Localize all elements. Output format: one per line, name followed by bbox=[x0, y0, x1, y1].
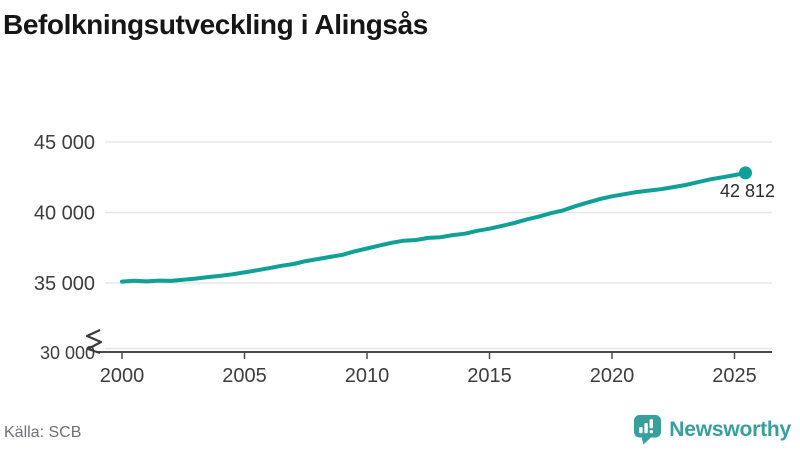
newsworthy-wordmark: Newsworthy bbox=[669, 417, 791, 441]
y-tick-label: 35 000 bbox=[34, 273, 95, 295]
y-tick-label: 30 000 bbox=[40, 343, 95, 363]
x-tick-label: 2020 bbox=[590, 365, 635, 387]
chart-title: Befolkningsutveckling i Alingsås bbox=[3, 9, 428, 40]
population-line bbox=[120, 170, 748, 284]
bubble-tail bbox=[641, 437, 652, 445]
x-tick-label: 2025 bbox=[712, 365, 757, 387]
icon-bar-tall bbox=[644, 423, 649, 434]
y-tick-label: 40 000 bbox=[34, 203, 95, 225]
icon-exclamation-bar bbox=[649, 419, 654, 429]
latest-value-label: 42 812 bbox=[720, 181, 775, 201]
axis-layer: 2000 2005 2010 2015 2020 2025 bbox=[96, 347, 772, 387]
x-tick-label: 2005 bbox=[222, 365, 267, 387]
latest-point-marker bbox=[739, 166, 752, 180]
grid-layer: 45 000 40 000 35 000 30 000 bbox=[34, 132, 772, 363]
source-note: Källa: SCB bbox=[4, 424, 82, 441]
series-layer bbox=[120, 166, 752, 284]
icon-exclamation-dot bbox=[649, 430, 654, 434]
newsworthy-logo[interactable]: Newsworthy bbox=[633, 414, 791, 445]
x-tick-label: 2010 bbox=[345, 365, 390, 387]
x-tick-label: 2015 bbox=[467, 365, 512, 387]
newsworthy-chart-bubble-icon bbox=[634, 415, 662, 445]
icon-bar-short bbox=[639, 427, 643, 434]
y-tick-label: 45 000 bbox=[34, 132, 95, 154]
y-axis-break-icon bbox=[85, 329, 103, 355]
x-tick-label: 2000 bbox=[100, 365, 145, 387]
